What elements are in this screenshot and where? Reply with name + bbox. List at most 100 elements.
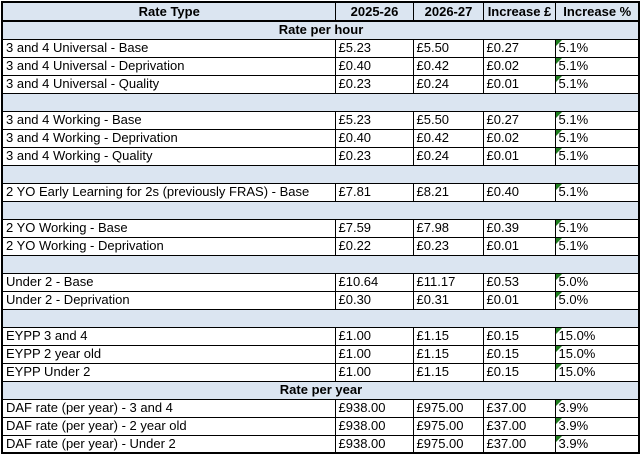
column-header-2025-26[interactable]: 2025-26 (334, 1, 414, 22)
cell-2025-26[interactable]: £0.40 (334, 56, 414, 76)
cell-rate-type[interactable]: 2 YO Working - Deprivation (1, 236, 336, 256)
cell-rate-type[interactable]: DAF rate (per year) - Under 2 (1, 434, 336, 454)
column-header-2026-27[interactable]: 2026-27 (412, 1, 484, 22)
cell-2026-27[interactable]: £0.42 (412, 128, 484, 148)
cell-rate-type[interactable]: 2 YO Working - Base (1, 218, 336, 238)
cell-increase-pct[interactable]: 5.1% (554, 128, 640, 148)
cell-increase-pct[interactable]: 15.0% (554, 362, 640, 382)
cell-2025-26[interactable]: £7.81 (334, 182, 414, 202)
cell-rate-type[interactable]: EYPP Under 2 (1, 362, 336, 382)
cell-increase-gbp[interactable]: £0.15 (482, 326, 556, 346)
cell-2025-26[interactable]: £5.23 (334, 110, 414, 130)
cell-2025-26[interactable]: £0.40 (334, 128, 414, 148)
cell-rate-type[interactable]: Under 2 - Base (1, 272, 336, 292)
cell-rate-type[interactable]: 3 and 4 Universal - Deprivation (1, 56, 336, 76)
cell-text: £0.30 (338, 292, 372, 307)
cell-text: 3.9% (558, 400, 589, 415)
cell-increase-pct[interactable]: 5.0% (554, 272, 640, 292)
column-header-increase-pct[interactable]: Increase % (554, 1, 640, 22)
cell-2026-27[interactable]: £8.21 (412, 182, 484, 202)
cell-2026-27[interactable]: £0.23 (412, 236, 484, 256)
cell-increase-pct[interactable]: 5.1% (554, 182, 640, 202)
cell-increase-gbp[interactable]: £0.01 (482, 74, 556, 94)
cell-increase-pct[interactable]: 5.1% (554, 236, 640, 256)
cell-increase-gbp[interactable]: £0.02 (482, 56, 556, 76)
cell-increase-gbp[interactable]: £37.00 (482, 398, 556, 418)
cell-increase-pct[interactable]: 3.9% (554, 398, 640, 418)
cell-2026-27[interactable]: £975.00 (412, 416, 484, 436)
cell-text: £7.59 (338, 220, 372, 235)
cell-rate-type[interactable]: 3 and 4 Universal - Quality (1, 74, 336, 94)
cell-text: £0.40 (338, 58, 372, 73)
cell-rate-type[interactable]: DAF rate (per year) - 3 and 4 (1, 398, 336, 418)
cell-text: £0.39 (486, 220, 520, 235)
cell-increase-pct[interactable]: 5.1% (554, 218, 640, 238)
cell-increase-gbp[interactable]: £37.00 (482, 434, 556, 454)
cell-increase-gbp[interactable]: £0.40 (482, 182, 556, 202)
cell-rate-type[interactable]: 3 and 4 Working - Base (1, 110, 336, 130)
cell-increase-gbp[interactable]: £0.53 (482, 272, 556, 292)
cell-2025-26[interactable]: £1.00 (334, 362, 414, 382)
cell-text: £7.81 (338, 184, 372, 199)
cell-rate-type[interactable]: EYPP 2 year old (1, 344, 336, 364)
cell-rate-type[interactable]: Under 2 - Deprivation (1, 290, 336, 310)
cell-rate-type[interactable]: 2 YO Early Learning for 2s (previously F… (1, 182, 336, 202)
cell-increase-gbp[interactable]: £0.39 (482, 218, 556, 238)
cell-2025-26[interactable]: £0.23 (334, 146, 414, 166)
cell-2025-26[interactable]: £0.22 (334, 236, 414, 256)
cell-increase-gbp[interactable]: £0.01 (482, 236, 556, 256)
cell-2025-26[interactable]: £1.00 (334, 344, 414, 364)
cell-2026-27[interactable]: £5.50 (412, 110, 484, 130)
cell-rate-type[interactable]: EYPP 3 and 4 (1, 326, 336, 346)
cell-2026-27[interactable]: £0.31 (412, 290, 484, 310)
cell-increase-gbp[interactable]: £0.01 (482, 146, 556, 166)
cell-2026-27[interactable]: £7.98 (412, 218, 484, 238)
cell-2026-27[interactable]: £1.15 (412, 362, 484, 382)
cell-text: £5.50 (416, 40, 450, 55)
cell-increase-pct[interactable]: 3.9% (554, 416, 640, 436)
cell-2025-26[interactable]: £938.00 (334, 416, 414, 436)
cell-2026-27[interactable]: £5.50 (412, 38, 484, 58)
cell-2026-27[interactable]: £0.24 (412, 146, 484, 166)
cell-rate-type[interactable]: 3 and 4 Working - Quality (1, 146, 336, 166)
cell-increase-pct[interactable]: 3.9% (554, 434, 640, 454)
cell-increase-gbp[interactable]: £0.01 (482, 290, 556, 310)
cell-rate-type[interactable]: 3 and 4 Universal - Base (1, 38, 336, 58)
cell-2026-27[interactable]: £1.15 (412, 326, 484, 346)
cell-2026-27[interactable]: £975.00 (412, 398, 484, 418)
cell-2025-26[interactable]: £0.30 (334, 290, 414, 310)
cell-2026-27[interactable]: £1.15 (412, 344, 484, 364)
column-header-increase-gbp[interactable]: Increase £ (482, 1, 556, 22)
cell-2025-26[interactable]: £10.64 (334, 272, 414, 292)
cell-2026-27[interactable]: £975.00 (412, 434, 484, 454)
cell-increase-gbp[interactable]: £0.27 (482, 110, 556, 130)
section-header-cell[interactable]: Rate per hour (1, 20, 640, 40)
cell-2026-27[interactable]: £0.42 (412, 56, 484, 76)
cell-increase-pct[interactable]: 5.1% (554, 74, 640, 94)
cell-2025-26[interactable]: £938.00 (334, 434, 414, 454)
cell-increase-gbp[interactable]: £0.02 (482, 128, 556, 148)
cell-increase-pct[interactable]: 15.0% (554, 326, 640, 346)
cell-2025-26[interactable]: £0.23 (334, 74, 414, 94)
cell-2025-26[interactable]: £7.59 (334, 218, 414, 238)
cell-2025-26[interactable]: £938.00 (334, 398, 414, 418)
cell-increase-gbp[interactable]: £0.15 (482, 362, 556, 382)
column-header-rate-type[interactable]: Rate Type (1, 1, 336, 22)
cell-2025-26[interactable]: £1.00 (334, 326, 414, 346)
cell-increase-pct[interactable]: 5.1% (554, 38, 640, 58)
cell-rate-type[interactable]: DAF rate (per year) - 2 year old (1, 416, 336, 436)
cell-increase-pct[interactable]: 5.0% (554, 290, 640, 310)
cell-2026-27[interactable]: £11.17 (412, 272, 484, 292)
section-header-cell[interactable]: Rate per year (1, 380, 640, 400)
cell-2025-26[interactable]: £5.23 (334, 38, 414, 58)
cell-2026-27[interactable]: £0.24 (412, 74, 484, 94)
cell-text: EYPP 3 and 4 (6, 328, 88, 343)
cell-increase-pct[interactable]: 5.1% (554, 110, 640, 130)
cell-increase-gbp[interactable]: £0.15 (482, 344, 556, 364)
cell-increase-pct[interactable]: 5.1% (554, 146, 640, 166)
cell-increase-gbp[interactable]: £37.00 (482, 416, 556, 436)
cell-rate-type[interactable]: 3 and 4 Working - Deprivation (1, 128, 336, 148)
cell-increase-gbp[interactable]: £0.27 (482, 38, 556, 58)
cell-increase-pct[interactable]: 5.1% (554, 56, 640, 76)
cell-increase-pct[interactable]: 15.0% (554, 344, 640, 364)
